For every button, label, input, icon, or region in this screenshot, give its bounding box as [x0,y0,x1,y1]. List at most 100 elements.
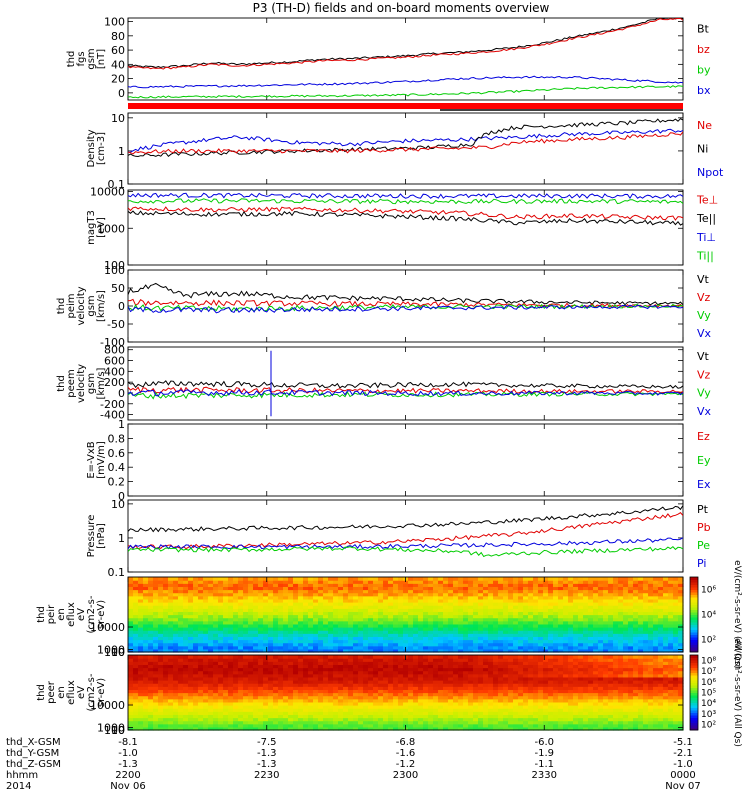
y-tick-label: 400 [104,365,125,378]
heatmap-cell [308,583,314,587]
heatmap-cell [428,648,434,653]
heatmap-cell [413,648,419,653]
heatmap-cell [613,623,619,628]
heatmap-cell [143,617,149,622]
heatmap-cell [158,602,164,606]
heatmap-cell [183,639,189,644]
heatmap-cell [533,670,539,675]
y-axis-label: thd peir en eflux eV (cm2-s-sr-eV) [36,595,107,633]
heatmap-cell [668,577,674,581]
heatmap-cell [273,630,279,634]
heatmap-cell [243,583,249,587]
heatmap-cell [173,592,179,597]
heatmap-cell [333,605,339,609]
heatmap-cell [353,620,359,625]
heatmap-cell [538,711,544,715]
heatmap-cell [168,589,174,594]
heatmap-cell [343,602,349,606]
heatmap-cell [593,633,599,637]
heatmap-cell [433,627,439,631]
heatmap-cell [378,617,384,622]
heatmap-cell [193,589,199,594]
heatmap-cell [403,623,409,628]
heatmap-cell [363,617,369,622]
heatmap-cell [143,586,149,591]
heatmap-cell [618,642,624,647]
heatmap-cell [613,627,619,631]
heatmap-cell [473,592,479,597]
heatmap-cell [458,701,464,706]
heatmap-cell [503,658,509,662]
heatmap-cell [338,633,344,637]
heatmap-cell [308,602,314,606]
heatmap-cell [343,580,349,584]
heatmap-cell [213,680,219,684]
heatmap-cell [543,633,549,637]
heatmap-cell [593,627,599,631]
heatmap-cell [598,636,604,641]
heatmap-cell [673,611,679,616]
heatmap-cell [638,589,644,594]
heatmap-cell [258,680,264,684]
heatmap-cell [163,683,169,687]
heatmap-cell [598,595,604,600]
heatmap-cell [138,608,144,612]
heatmap-cell [193,708,199,712]
heatmap-cell [208,639,214,644]
heatmap-cell [283,676,289,681]
heatmap-cell [208,714,214,719]
heatmap-cell [538,598,544,603]
legend-item: Pb [697,521,711,534]
heatmap-cell [318,692,324,697]
heatmap-cell [508,717,514,722]
heatmap-cell [128,633,134,637]
heatmap-cell [528,589,534,594]
heatmap-cell [478,717,484,722]
heatmap-cell [288,658,294,662]
heatmap-cell [318,714,324,719]
heatmap-cell [373,676,379,681]
heatmap-cell [133,689,139,694]
heatmap-cell [268,620,274,625]
heatmap-cell [558,630,564,634]
heatmap-cell [233,698,239,703]
heatmap-cell [403,695,409,700]
heatmap-cell [173,580,179,584]
heatmap-cell [523,723,529,728]
heatmap-cell [493,689,499,694]
heatmap-cell [353,633,359,637]
heatmap-cell [588,620,594,625]
heatmap-cell [298,639,304,644]
heatmap-cell [433,667,439,672]
heatmap-cell [333,608,339,612]
heatmap-cell [303,623,309,628]
y-tick-label: 1 [118,418,125,431]
heatmap-cell [633,598,639,603]
heatmap-cell [568,580,574,584]
colorbar-step [690,594,698,598]
heatmap-cell [273,636,279,641]
heatmap-cell [333,598,339,603]
heatmap-cell [558,611,564,616]
heatmap-cell [453,633,459,637]
y-axis-label-line: eflux [66,602,77,627]
heatmap-cell [373,592,379,597]
heatmap-cell [418,664,424,669]
heatmap-cell [418,726,424,731]
heatmap-cell [558,592,564,597]
heatmap-cell [358,617,364,622]
heatmap-cell [153,686,159,690]
heatmap-cell [133,686,139,690]
heatmap-cell [423,636,429,641]
heatmap-cell [148,586,154,591]
heatmap-cell [478,667,484,672]
heatmap-cell [188,595,194,600]
heatmap-cell [383,620,389,625]
heatmap-cell [273,583,279,587]
heatmap-cell [293,683,299,687]
heatmap-cell [283,720,289,725]
heatmap-cell [523,689,529,694]
heatmap-cell [188,655,194,659]
heatmap-cell [338,714,344,719]
heatmap-cell [243,655,249,659]
